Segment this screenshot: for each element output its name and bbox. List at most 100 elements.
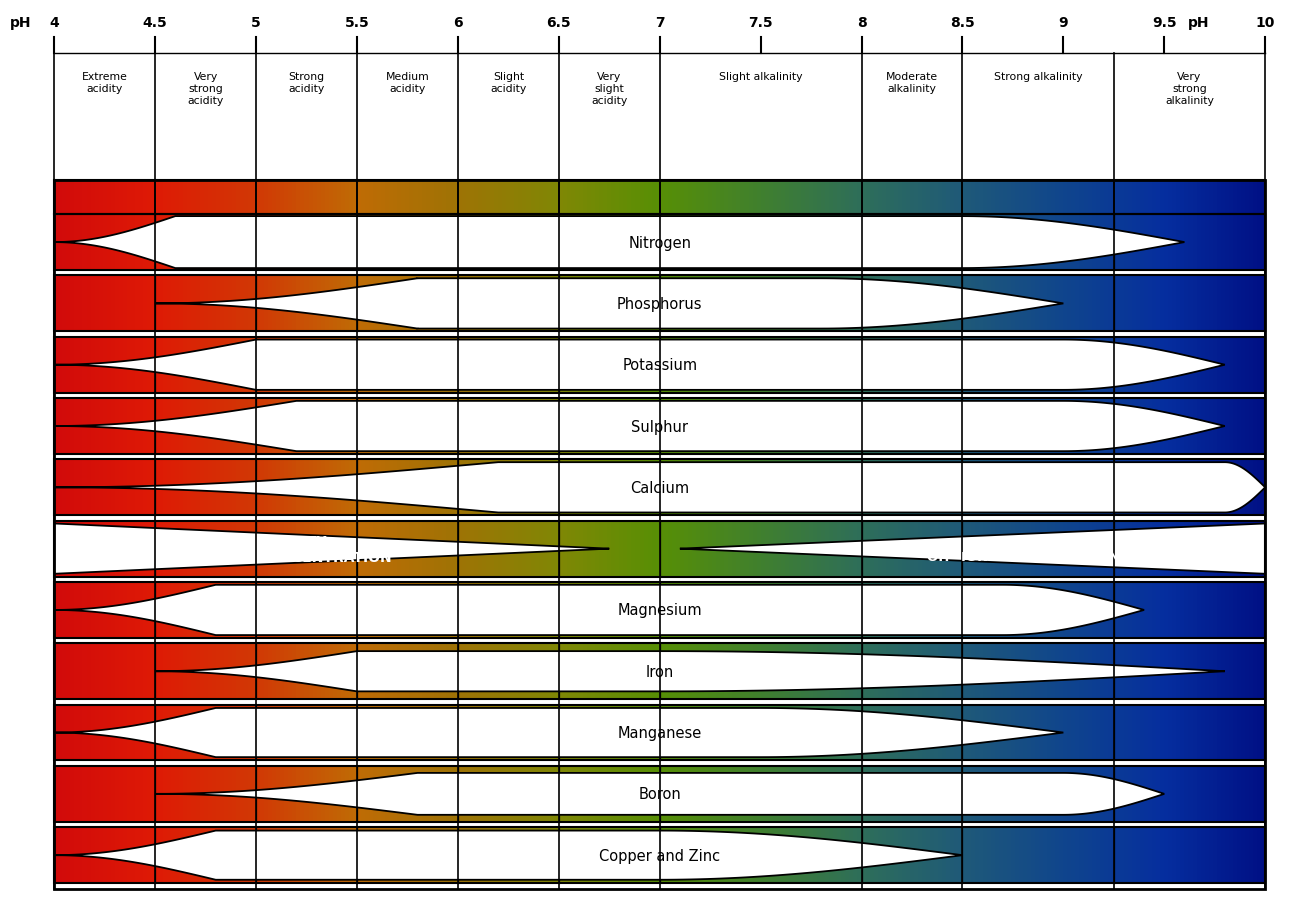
Bar — [1144, 460, 1148, 516]
Bar — [882, 215, 886, 271]
Bar — [422, 644, 426, 700]
Polygon shape — [54, 340, 1225, 390]
Bar — [305, 521, 309, 577]
Bar — [882, 521, 886, 577]
Bar — [301, 705, 305, 760]
Bar — [187, 215, 191, 271]
Bar — [83, 181, 86, 215]
Bar — [616, 582, 620, 638]
Bar — [1096, 521, 1100, 577]
Bar — [223, 398, 227, 454]
Bar — [352, 215, 356, 271]
Bar — [320, 644, 324, 700]
Bar — [1124, 766, 1128, 822]
Bar — [1115, 276, 1119, 332]
Bar — [893, 705, 897, 760]
Bar — [838, 644, 842, 700]
Bar — [1108, 276, 1112, 332]
Bar — [1115, 582, 1119, 638]
Bar — [276, 521, 280, 577]
Bar — [352, 521, 356, 577]
Bar — [187, 521, 191, 577]
Bar — [688, 766, 692, 822]
Bar — [187, 338, 191, 393]
Bar — [688, 582, 692, 638]
Bar — [728, 398, 732, 454]
Bar — [853, 276, 857, 332]
Bar — [1022, 276, 1028, 332]
Bar — [127, 398, 130, 454]
Bar — [212, 276, 216, 332]
Bar — [385, 460, 390, 516]
Bar — [567, 276, 571, 332]
Bar — [842, 338, 846, 393]
Bar — [474, 181, 478, 215]
Bar — [741, 521, 745, 577]
Bar — [470, 276, 474, 332]
Bar — [963, 215, 967, 271]
Bar — [172, 276, 176, 332]
Bar — [773, 215, 777, 271]
Bar — [680, 582, 684, 638]
Bar — [90, 181, 94, 215]
Bar — [555, 276, 559, 332]
Bar — [514, 338, 519, 393]
Bar — [252, 215, 256, 271]
Bar — [838, 460, 842, 516]
Bar — [349, 276, 352, 332]
Bar — [442, 338, 445, 393]
Bar — [914, 398, 918, 454]
Bar — [1161, 766, 1164, 822]
Bar — [990, 521, 995, 577]
Bar — [449, 766, 454, 822]
Bar — [219, 460, 223, 516]
Bar — [736, 181, 741, 215]
Bar — [155, 705, 159, 760]
Bar — [574, 215, 578, 271]
Bar — [1233, 215, 1237, 271]
Bar — [1161, 338, 1164, 393]
Bar — [684, 521, 688, 577]
Bar — [531, 521, 534, 577]
Bar — [971, 766, 975, 822]
Bar — [1019, 827, 1022, 883]
Bar — [813, 705, 817, 760]
Bar — [1035, 181, 1039, 215]
Bar — [200, 766, 204, 822]
Bar — [227, 338, 232, 393]
Bar — [627, 338, 631, 393]
Bar — [111, 766, 115, 822]
Bar — [337, 276, 341, 332]
Text: Phosphorus: Phosphorus — [617, 296, 702, 312]
Bar — [870, 398, 874, 454]
Bar — [494, 644, 498, 700]
Bar — [1068, 827, 1072, 883]
Bar — [390, 705, 394, 760]
Bar — [910, 582, 914, 638]
Bar — [168, 705, 172, 760]
Bar — [216, 181, 219, 215]
Bar — [1022, 181, 1028, 215]
Bar — [413, 215, 417, 271]
Bar — [720, 827, 724, 883]
Bar — [813, 181, 817, 215]
Bar — [514, 705, 519, 760]
Bar — [542, 181, 546, 215]
Bar — [155, 398, 159, 454]
Bar — [757, 460, 760, 516]
Bar — [151, 521, 155, 577]
Bar — [155, 521, 159, 577]
Bar — [990, 827, 995, 883]
Bar — [1161, 276, 1164, 332]
Bar — [531, 644, 534, 700]
Bar — [66, 766, 71, 822]
Bar — [930, 338, 935, 393]
Bar — [1104, 181, 1108, 215]
Bar — [1148, 766, 1152, 822]
Bar — [1216, 338, 1221, 393]
Bar — [1124, 521, 1128, 577]
Bar — [1184, 582, 1189, 638]
Bar — [817, 827, 821, 883]
Bar — [1087, 766, 1092, 822]
Bar — [789, 521, 793, 577]
